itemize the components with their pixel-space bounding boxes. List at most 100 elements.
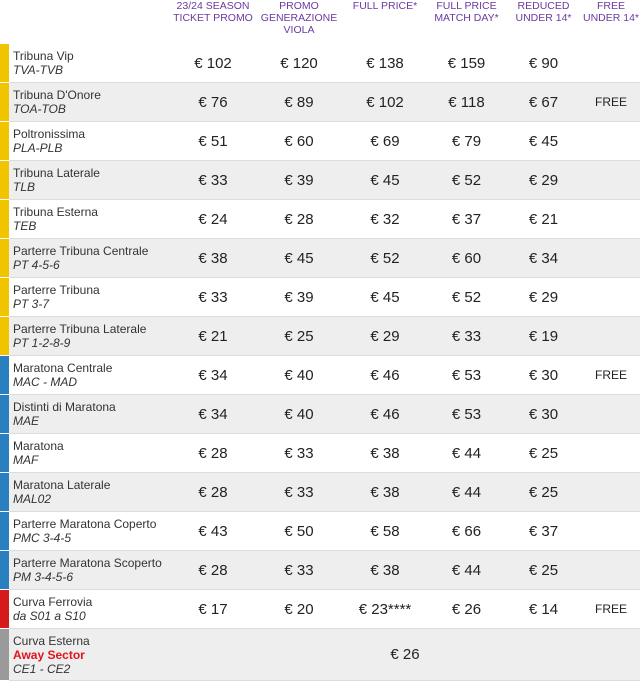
price-cell: € 29 <box>505 161 582 200</box>
sector-color-bar <box>0 161 9 200</box>
free-cell <box>582 395 640 434</box>
sector-code: PT 4-5-6 <box>13 258 60 272</box>
column-header-line: PROMO <box>279 0 319 12</box>
sector-name: Tribuna Vip <box>13 49 74 63</box>
sector-code: CE1 - CE2 <box>13 662 71 676</box>
price-cell: € 90 <box>505 44 582 83</box>
column-header: 23/24 SEASON TICKET PROMO <box>170 0 256 44</box>
sector-code: MAC - MAD <box>13 375 77 389</box>
sector-color-bar <box>0 200 9 239</box>
table-row: Parterre Tribuna PT 3-7 € 33 € 39 € 45 € 52 € … <box>0 278 640 317</box>
column-header-line: REDUCED <box>517 0 570 12</box>
sector-color-bar <box>0 434 9 473</box>
price-cell: € 34 <box>170 395 256 434</box>
sector-code: TLB <box>13 180 36 194</box>
price-cell: € 159 <box>428 44 505 83</box>
price-cell: € 45 <box>342 161 428 200</box>
table-row: Maratona MAF € 28 € 33 € 38 € 44 € 25 <box>0 434 640 473</box>
price-cell: € 25 <box>505 473 582 512</box>
price-cell: € 43 <box>170 512 256 551</box>
free-cell <box>582 44 640 83</box>
price-cell: € 38 <box>342 551 428 590</box>
price-cell: € 21 <box>505 200 582 239</box>
column-header-line: 23/24 SEASON <box>176 0 250 12</box>
sector-code: MAL02 <box>13 492 52 506</box>
sector-color-bar <box>0 629 9 681</box>
price-cell: € 102 <box>342 83 428 122</box>
price-cell: € 46 <box>342 395 428 434</box>
table-row: Parterre Maratona Scoperto PM 3-4-5-6 € 28… <box>0 551 640 590</box>
sector-cell: Curva Ferrovia da S01 a S10 <box>9 590 170 629</box>
table-row: Curva Ferrovia da S01 a S10 € 17 € 20 € 23**… <box>0 590 640 629</box>
price-cell: € 89 <box>256 83 342 122</box>
sector-cell: Tribuna D'Onore TOA-TOB <box>9 83 170 122</box>
price-cell: € 38 <box>170 239 256 278</box>
column-header: FULL PRICE* <box>342 0 428 44</box>
sector-color-bar <box>0 278 9 317</box>
price-cell: € 51 <box>170 122 256 161</box>
price-cell: € 19 <box>505 317 582 356</box>
sector-code: MAE <box>13 414 40 428</box>
price-cell: € 32 <box>342 200 428 239</box>
table-row: Parterre Maratona Coperto PMC 3-4-5 € 43 € … <box>0 512 640 551</box>
price-cell: € 46 <box>342 356 428 395</box>
price-cell: € 28 <box>170 434 256 473</box>
price-cell: € 66 <box>428 512 505 551</box>
free-cell <box>582 473 640 512</box>
sector-cell: Maratona Laterale MAL02 <box>9 473 170 512</box>
sector-code: da S01 a S10 <box>13 609 86 623</box>
price-cell: € 58 <box>342 512 428 551</box>
column-header-line: FULL PRICE <box>436 0 497 12</box>
sector-name: Parterre Tribuna Centrale <box>13 244 149 258</box>
sector-color-bar <box>0 83 9 122</box>
price-cell: € 67 <box>505 83 582 122</box>
sector-cell: Parterre Maratona Coperto PMC 3-4-5 <box>9 512 170 551</box>
price-cell: € 33 <box>428 317 505 356</box>
header-row: 23/24 SEASON TICKET PROMO PROMO GENERAZIONE… <box>0 0 640 44</box>
price-cell: € 33 <box>256 473 342 512</box>
sector-color-bar <box>0 512 9 551</box>
free-cell <box>582 200 640 239</box>
column-header-line: UNDER 14* <box>515 12 572 24</box>
price-cell: € 102 <box>170 44 256 83</box>
price-cell: € 33 <box>170 278 256 317</box>
sector-color-bar <box>0 239 9 278</box>
price-cell: € 33 <box>170 161 256 200</box>
price-cell: € 33 <box>256 551 342 590</box>
price-cell: € 39 <box>256 161 342 200</box>
sector-name: Tribuna Laterale <box>13 166 100 180</box>
column-header: REDUCED UNDER 14* <box>505 0 582 44</box>
price-cell: € 45 <box>505 122 582 161</box>
sector-name: Curva Esterna <box>13 634 90 648</box>
sector-color-bar <box>0 317 9 356</box>
sector-code: PLA-PLB <box>13 141 63 155</box>
price-cell: € 45 <box>256 239 342 278</box>
price-cell: € 39 <box>256 278 342 317</box>
price-cell: € 28 <box>170 473 256 512</box>
price-cell: € 30 <box>505 395 582 434</box>
price-cell: € 28 <box>170 551 256 590</box>
price-cell: € 44 <box>428 434 505 473</box>
sector-cell: Parterre Maratona Scoperto PM 3-4-5-6 <box>9 551 170 590</box>
sector-name: Distinti di Maratona <box>13 400 116 414</box>
table-row: Maratona Centrale MAC - MAD € 34 € 40 € 46 € … <box>0 356 640 395</box>
price-cell: € 25 <box>505 434 582 473</box>
price-cell: € 34 <box>505 239 582 278</box>
sector-cell: Tribuna Laterale TLB <box>9 161 170 200</box>
table-row: Tribuna D'Onore TOA-TOB € 76 € 89 € 102 € 118… <box>0 83 640 122</box>
price-cell: € 60 <box>428 239 505 278</box>
price-cell: € 33 <box>256 434 342 473</box>
sector-color-bar <box>0 44 9 83</box>
column-header-line: GENERAZIONE <box>260 12 338 24</box>
price-cell: € 38 <box>342 434 428 473</box>
table-row: Tribuna Laterale TLB € 33 € 39 € 45 € 52 € 29 <box>0 161 640 200</box>
sector-cell: Parterre Tribuna PT 3-7 <box>9 278 170 317</box>
price-cell: € 79 <box>428 122 505 161</box>
free-cell <box>582 122 640 161</box>
price-cell: € 21 <box>170 317 256 356</box>
price-cell: € 44 <box>428 551 505 590</box>
free-cell <box>582 551 640 590</box>
sector-cell: Parterre Tribuna Laterale PT 1-2-8-9 <box>9 317 170 356</box>
free-cell <box>582 317 640 356</box>
sector-code: PT 3-7 <box>13 297 50 311</box>
